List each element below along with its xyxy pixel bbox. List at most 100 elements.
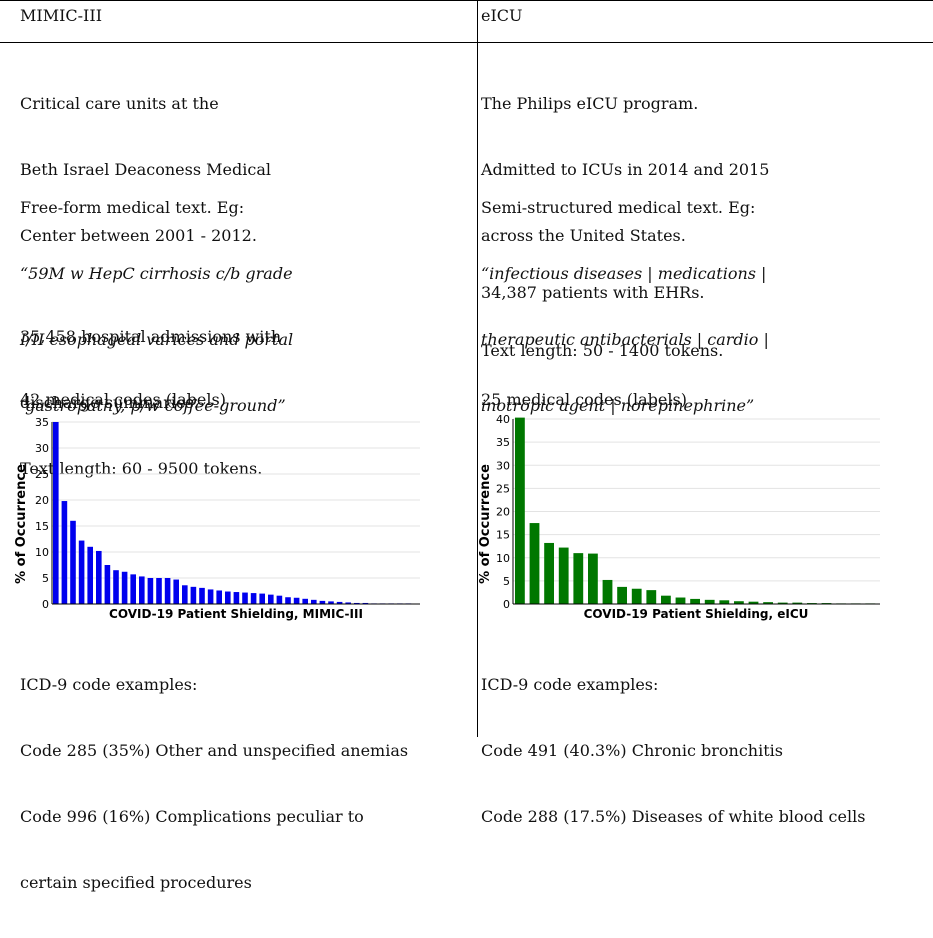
eicu-y-tick-label: 30: [496, 459, 510, 472]
mimic-codes-count: 42 medical codes (labels): [20, 390, 226, 409]
mimic-y-tick-label: 5: [42, 572, 49, 585]
eicu-text-example-line: “infectious diseases | medications |: [481, 264, 767, 283]
eicu-source-line: across the United States.: [481, 226, 686, 245]
mimic-bar: [362, 602, 369, 604]
eicu-y-ticks: 0 5 10 15 20 25 30 35 40: [496, 414, 510, 611]
eicu-bar: [588, 553, 598, 604]
eicu-bar: [690, 598, 700, 604]
table-header-rule: [0, 42, 933, 43]
mimic-bar: [354, 602, 360, 604]
mimic-y-tick-label: 20: [35, 494, 49, 507]
eicu-text-example-line: inotropic agent | norepinephrine”: [481, 396, 755, 415]
eicu-text-length: Text length: 50 - 1400 tokens.: [481, 341, 724, 360]
mimic-bar: [336, 601, 343, 604]
eicu-bar-chart: 0 5 10 15 20 25 30 35 40 % of Occurrence COVID-1…: [478, 414, 880, 621]
mimic-y-tick-label: 0: [42, 598, 49, 611]
mimic-y-tick-label: 35: [35, 416, 49, 429]
eicu-icd-example: Code 288 (17.5%) Diseases of white blood…: [481, 807, 866, 826]
mimic-bar: [319, 600, 326, 604]
mimic-bar: [311, 599, 317, 604]
mimic-source-line: Beth Israel Deaconess Medical: [20, 160, 271, 179]
mimic-bar: [130, 574, 136, 604]
mimic-bar: [87, 546, 93, 604]
mimic-icd: ICD-9 code examples: Code 285 (35%) Othe…: [20, 630, 408, 938]
mimic-icd-example: Code 996 (16%) Complications peculiar to: [20, 807, 364, 826]
eicu-y-tick-label: 5: [503, 575, 510, 588]
eicu-y-tick-label: 25: [496, 482, 510, 495]
mimic-bar: [345, 602, 351, 604]
mimic-bar: [190, 586, 197, 604]
mimic-bars: [53, 422, 412, 604]
mimic-bar: [276, 595, 283, 604]
eicu-bar: [631, 588, 642, 604]
mimic-bar: [78, 540, 85, 604]
column-divider: [477, 0, 478, 737]
mimic-bar: [268, 594, 274, 604]
eicu-bar: [734, 601, 744, 604]
eicu-y-axis-label: % of Occurrence: [478, 464, 493, 584]
eicu-bar: [602, 579, 613, 604]
eicu-bar: [544, 542, 554, 604]
mimic-y-tick-label: 10: [35, 546, 49, 559]
mimic-size: 35,458 hospital admissions with discharg…: [20, 282, 281, 524]
mimic-source-line: Critical care units at the: [20, 94, 219, 113]
mimic-bar: [242, 592, 248, 604]
mimic-bar: [233, 592, 240, 604]
eicu-bar: [704, 599, 715, 604]
mimic-text-example-line: I/II esophageal varices and portal: [20, 330, 294, 349]
eicu-bar: [529, 523, 540, 604]
table-top-rule: [0, 0, 933, 1]
mimic-bar: [61, 501, 68, 604]
eicu-source: The Philips eICU program. Admitted to IC…: [481, 49, 769, 291]
eicu-size: 34,387 patients with EHRs.: [481, 283, 705, 302]
mimic-text-intro: Free-form medical text. Eg:: [20, 198, 245, 217]
mimic-chart-title: COVID-19 Patient Shielding, MIMIC-III: [109, 607, 363, 621]
eicu-icd-example: Code 491 (40.3%) Chronic bronchitis: [481, 741, 783, 760]
mimic-bar: [104, 565, 111, 604]
eicu-source-line: The Philips eICU program.: [481, 94, 699, 113]
header-eicu: eICU: [481, 6, 523, 25]
eicu-y-tick-label: 40: [496, 414, 510, 426]
mimic-bar: [199, 587, 205, 604]
mimic-text-type: Free-form medical text. Eg: “59M w HepC …: [20, 153, 293, 461]
mimic-y-ticks: 0 5 10 15 20 25 30 35: [35, 416, 49, 611]
eicu-y-tick-label: 10: [496, 552, 510, 565]
mimic-y-tick-label: 30: [35, 442, 49, 455]
mimic-bar-chart: 0 5 10 15 20 25 30 35 % of Occurrence COVID-19 …: [14, 416, 420, 621]
eicu-y-tick-label: 35: [496, 436, 510, 449]
eicu-codes-count: 25 medical codes (labels): [481, 390, 687, 409]
eicu-y-tick-label: 0: [503, 598, 510, 611]
mimic-size-line: 35,458 hospital admissions with: [20, 327, 282, 346]
mimic-bar: [225, 591, 231, 604]
mimic-grid: [52, 421, 420, 579]
mimic-bar: [302, 598, 308, 604]
eicu-bar: [748, 601, 759, 604]
mimic-bar: [164, 578, 171, 604]
eicu-bar: [719, 600, 730, 604]
eicu-icd-title: ICD-9 code examples:: [481, 675, 659, 694]
mimic-bar: [121, 571, 128, 604]
mimic-text-example-line: “59M w HepC cirrhosis c/b grade: [20, 264, 293, 283]
mimic-bar: [96, 550, 102, 604]
eicu-text-intro: Semi-structured medical text. Eg:: [481, 198, 756, 217]
mimic-source: Critical care units at the Beth Israel D…: [20, 49, 271, 291]
eicu-bar: [573, 553, 584, 604]
eicu-bars: [515, 417, 876, 604]
mimic-bar: [216, 590, 222, 604]
mimic-y-tick-label: 15: [35, 520, 49, 533]
mimic-bar: [139, 576, 145, 604]
eicu-y-tick-label: 20: [496, 506, 510, 519]
mimic-bar: [147, 578, 154, 604]
mimic-bar: [250, 593, 257, 604]
mimic-bar: [53, 422, 59, 604]
eicu-bar: [792, 602, 803, 604]
mimic-bar: [328, 601, 334, 604]
eicu-bar: [777, 602, 788, 604]
header-mimic: MIMIC-III: [20, 6, 103, 25]
eicu-bar: [617, 586, 627, 604]
eicu-bar: [675, 597, 686, 604]
mimic-bar: [113, 570, 119, 604]
eicu-grid: [513, 418, 880, 582]
mimic-bar: [285, 597, 291, 604]
eicu-bar: [763, 602, 773, 604]
